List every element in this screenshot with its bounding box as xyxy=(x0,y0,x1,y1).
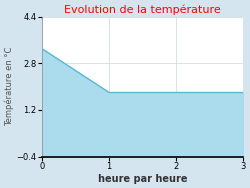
Title: Evolution de la température: Evolution de la température xyxy=(64,4,221,15)
Y-axis label: Température en °C: Température en °C xyxy=(4,47,14,126)
X-axis label: heure par heure: heure par heure xyxy=(98,174,188,184)
